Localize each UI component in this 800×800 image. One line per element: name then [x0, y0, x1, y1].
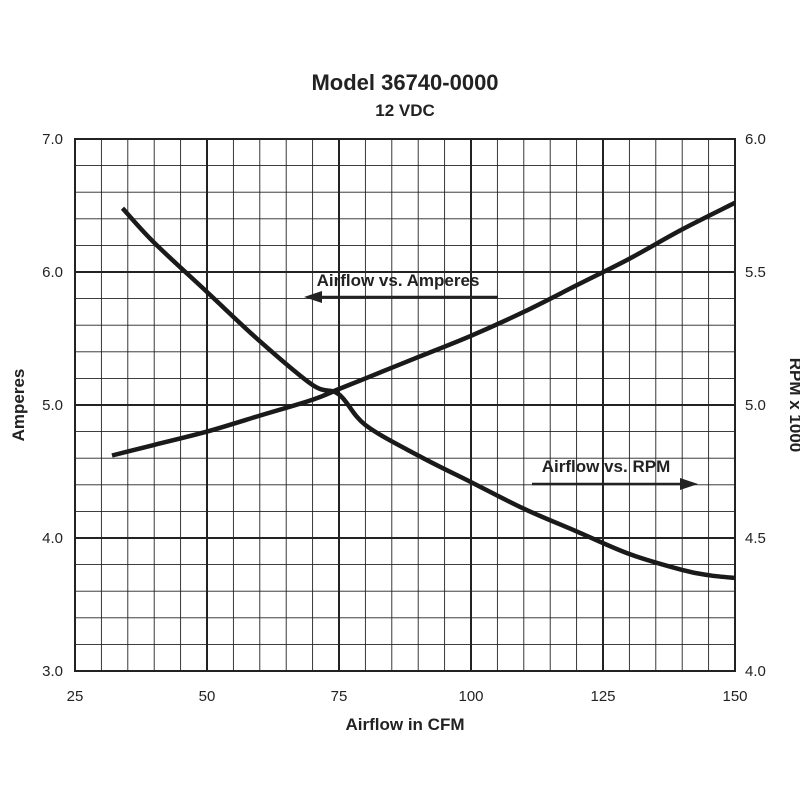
y2-tick-label: 5.5: [745, 264, 766, 281]
x-tick-label: 125: [590, 688, 615, 705]
chart-title: Model 36740-0000: [311, 70, 498, 95]
y2-tick-label: 4.0: [745, 663, 766, 680]
y-tick-label: 3.0: [42, 663, 63, 680]
plot-frame: [74, 138, 736, 672]
y-tick-label: 4.0: [42, 530, 63, 547]
x-axis-ticks: 25 50 75 100 125 150: [67, 688, 748, 705]
y2-tick-label: 5.0: [745, 397, 766, 414]
y-tick-label: 6.0: [42, 264, 63, 281]
chart-subtitle: 12 VDC: [375, 101, 435, 120]
x-tick-label: 50: [199, 688, 216, 705]
series-line-amperes: [120, 206, 736, 581]
series-line-rpm: [111, 200, 737, 458]
x-tick-label: 75: [331, 688, 348, 705]
y-tick-label: 5.0: [42, 397, 63, 414]
series-layer: [111, 200, 737, 581]
annotation-rpm: Airflow vs. RPM: [532, 457, 698, 490]
annotation-amperes: Airflow vs. Amperes: [304, 271, 498, 303]
annotation-amperes-label: Airflow vs. Amperes: [317, 271, 480, 290]
y2-tick-label: 4.5: [745, 530, 766, 547]
y-axis-label: Amperes: [9, 369, 28, 442]
x-axis-label: Airflow in CFM: [346, 715, 465, 734]
x-tick-label: 150: [722, 688, 747, 705]
y2-axis-ticks: 4.0 4.5 5.0 5.5 6.0: [745, 131, 766, 680]
y2-tick-label: 6.0: [745, 131, 766, 148]
y-tick-label: 7.0: [42, 131, 63, 148]
x-tick-label: 25: [67, 688, 84, 705]
right-arrow-icon: [680, 478, 698, 490]
y-axis-ticks: 3.0 4.0 5.0 6.0 7.0: [42, 131, 63, 680]
left-arrow-icon: [304, 291, 322, 303]
x-tick-label: 100: [458, 688, 483, 705]
annotation-rpm-label: Airflow vs. RPM: [542, 457, 670, 476]
y2-axis-label: RPM x 1000: [786, 358, 800, 453]
